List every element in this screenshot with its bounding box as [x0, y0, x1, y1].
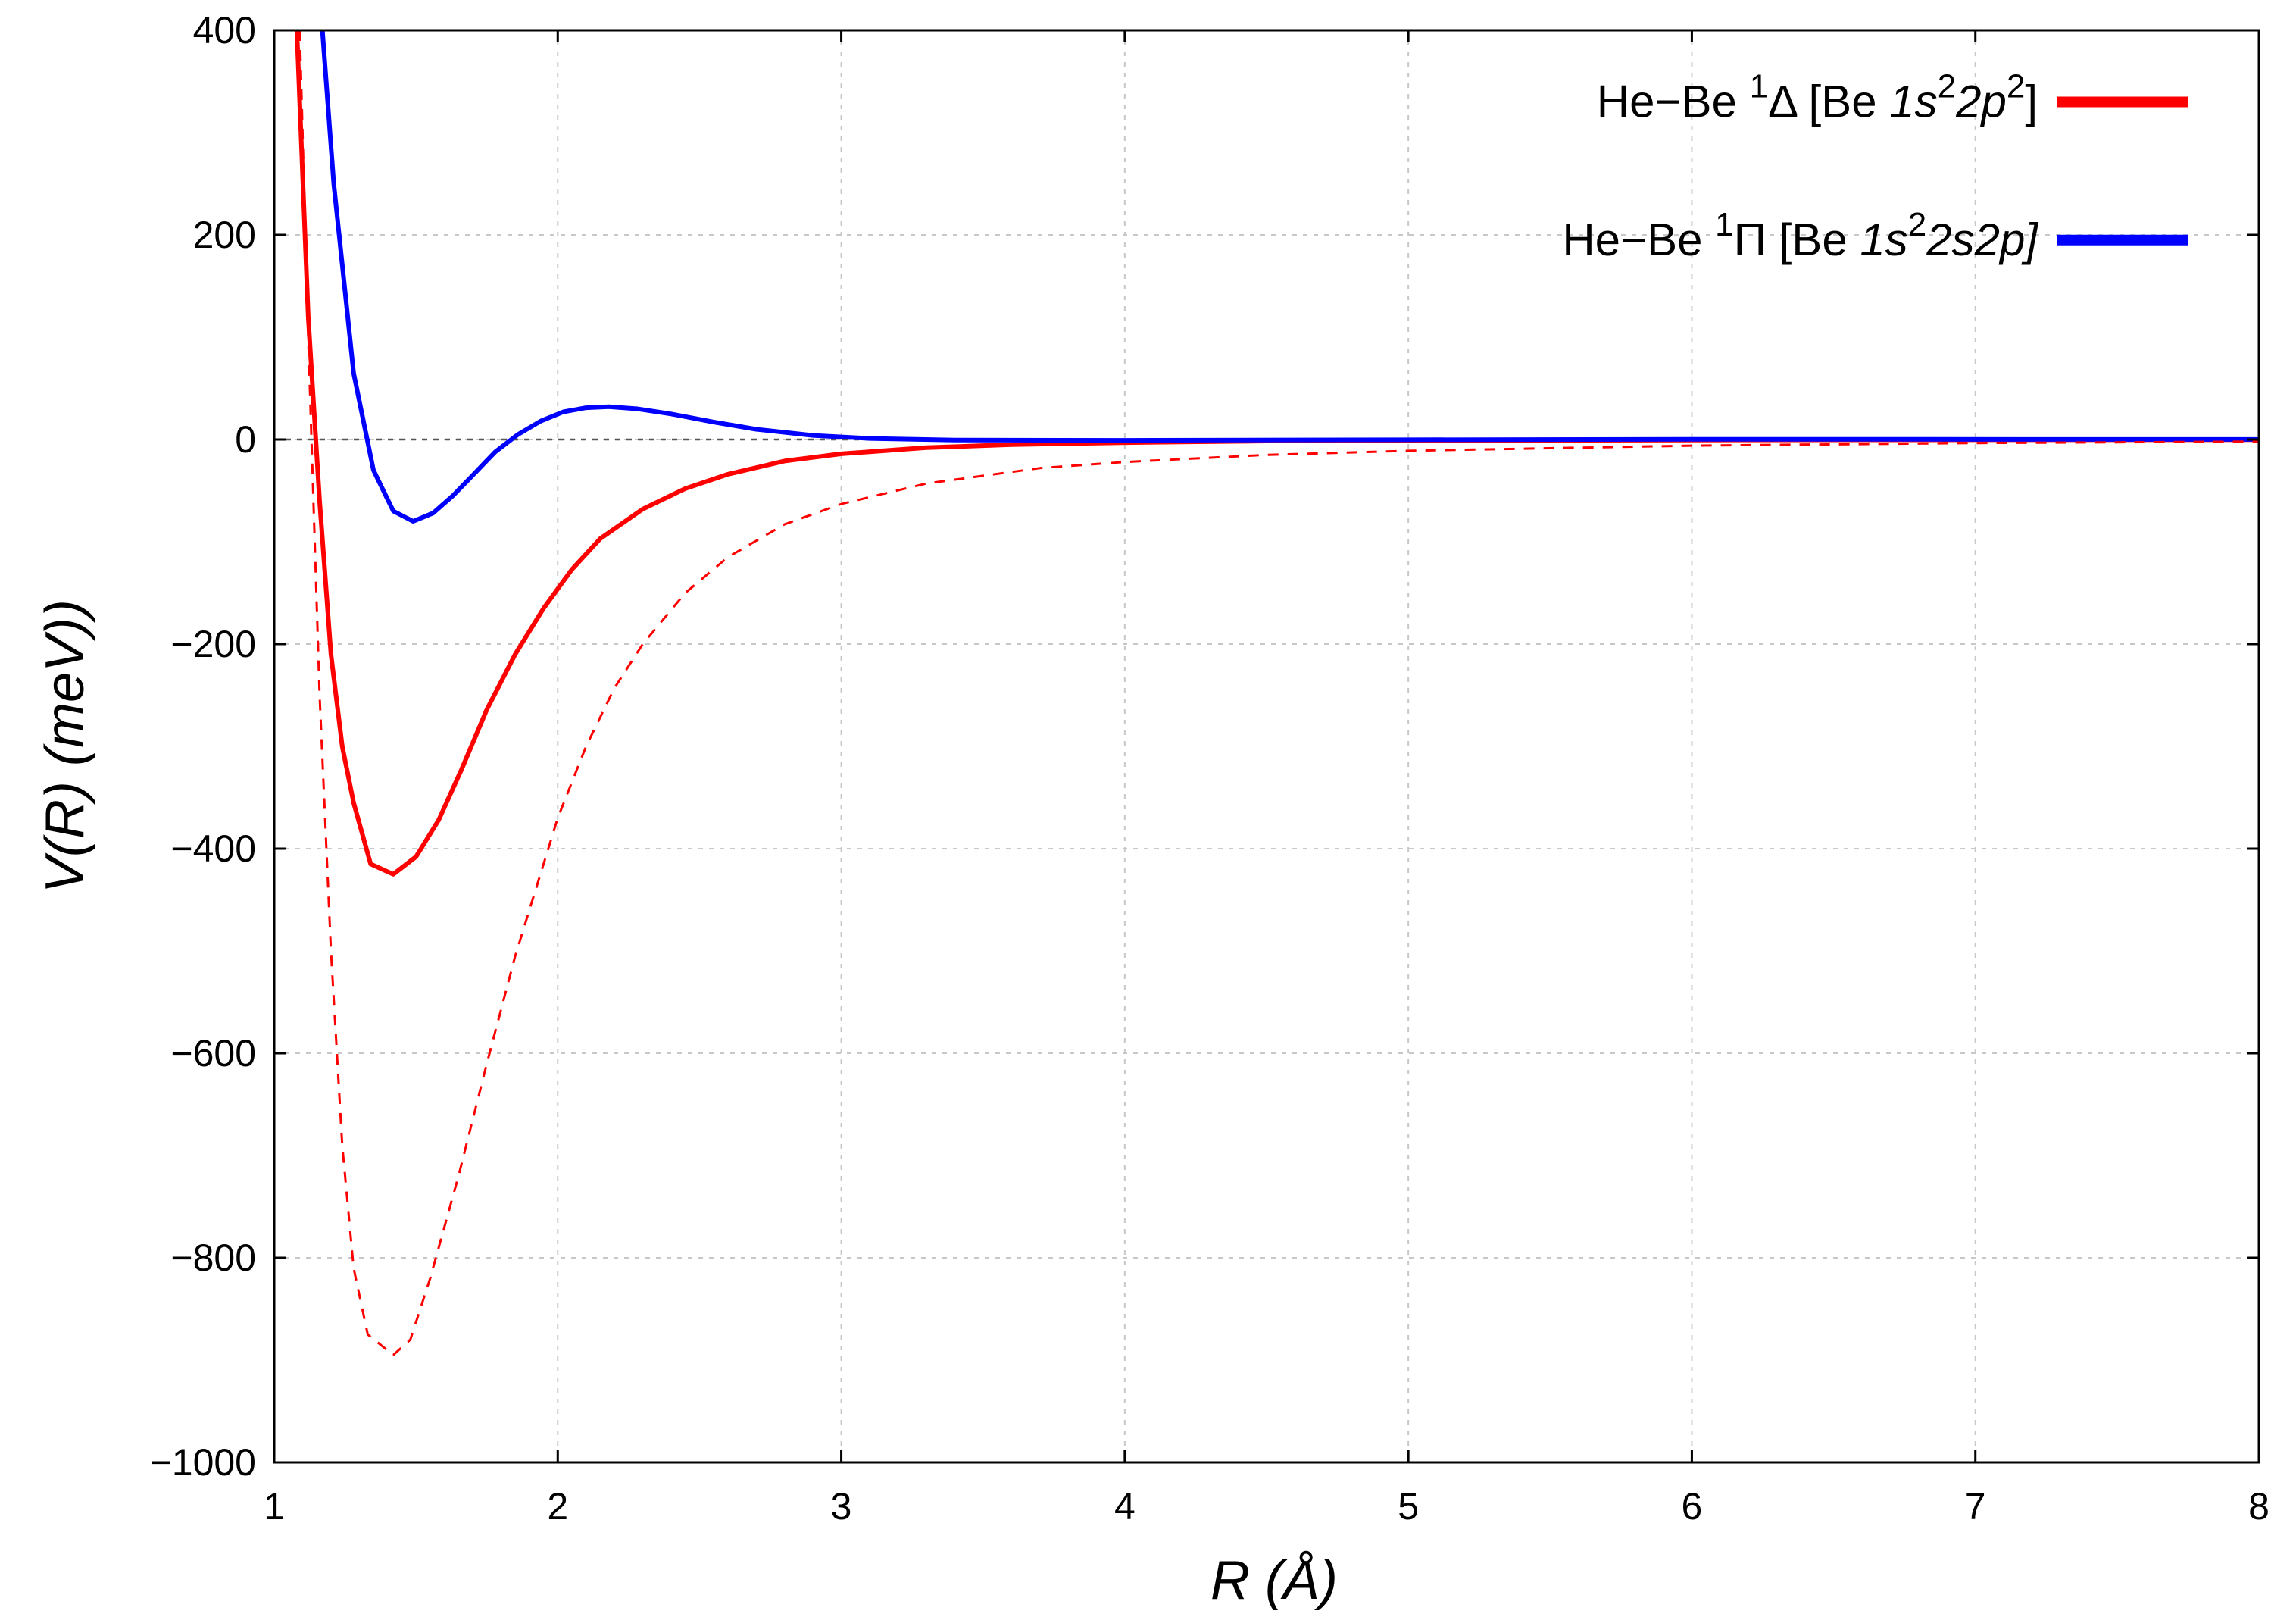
x-tick-label: 8 [2248, 1485, 2269, 1528]
y-tick-label: 200 [193, 214, 256, 256]
y-tick-label: −400 [170, 827, 256, 870]
y-tick-label: −800 [170, 1237, 256, 1279]
axes-layer: 1 2 3 4 5 6 7 8 400 200 0 −200 −400 −600 −800 −1000 R (Å… [35, 9, 2269, 1611]
legend: He−Be 1Δ [Be 1s22p2] He−Be 1Π [Be 1s22s2p… [1562, 68, 2188, 265]
series-line-1 [294, 30, 2259, 877]
x-tick-label: 4 [1114, 1485, 1136, 1528]
legend-entry-2: He−Be 1Π [Be 1s22s2p] [1562, 206, 2188, 265]
legend-label: He−Be 1Δ [Be 1s22p2] [1597, 68, 2038, 127]
x-tick-label: 5 [1398, 1485, 1419, 1528]
y-tick-label: 400 [193, 9, 256, 52]
y-tick-label: −200 [170, 623, 256, 665]
series-line-3-dashed [298, 30, 2259, 1356]
legend-entry-1: He−Be 1Δ [Be 1s22p2] [1597, 68, 2188, 127]
x-tick-label: 3 [831, 1485, 852, 1528]
y-axis-title: V(R) (meV)) [35, 599, 95, 893]
x-tick-label: 1 [264, 1485, 285, 1528]
series-line-2 [320, 30, 2259, 524]
x-tick-label: 2 [547, 1485, 568, 1528]
x-axis-title: R (Å) [1210, 1550, 1338, 1611]
y-tick-label: −600 [170, 1032, 256, 1074]
y-tick-label: 0 [235, 418, 256, 461]
y-tick-label: −1000 [150, 1441, 256, 1484]
plot-frame [273, 29, 2260, 1464]
legend-label: He−Be 1Π [Be 1s22s2p] [1562, 206, 2038, 265]
series-layer [294, 30, 2259, 1356]
x-tick-label: 6 [1682, 1485, 1703, 1528]
x-tick-label: 7 [1965, 1485, 1986, 1528]
